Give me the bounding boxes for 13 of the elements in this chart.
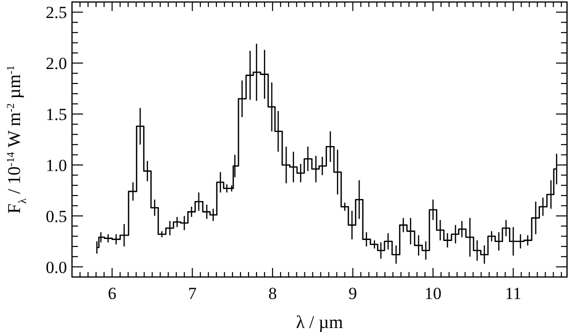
y-tick-label: 1.0 xyxy=(46,156,67,175)
x-tick-label: 9 xyxy=(348,284,358,303)
x-tick-label: 8 xyxy=(268,284,277,303)
y-tick-label: 0.0 xyxy=(46,258,67,277)
x-tick-label: 10 xyxy=(424,284,442,303)
x-tick-label: 11 xyxy=(505,284,522,303)
y-tick-label: 1.5 xyxy=(46,105,67,124)
x-tick-label: 6 xyxy=(108,284,116,303)
y-tick-label: 2.0 xyxy=(46,54,67,74)
y-tick-label: 0.5 xyxy=(46,206,67,226)
x-axis-title: λ / µm xyxy=(296,312,344,332)
x-tick-label: 7 xyxy=(188,284,198,303)
y-tick-label: 2.5 xyxy=(46,3,67,22)
